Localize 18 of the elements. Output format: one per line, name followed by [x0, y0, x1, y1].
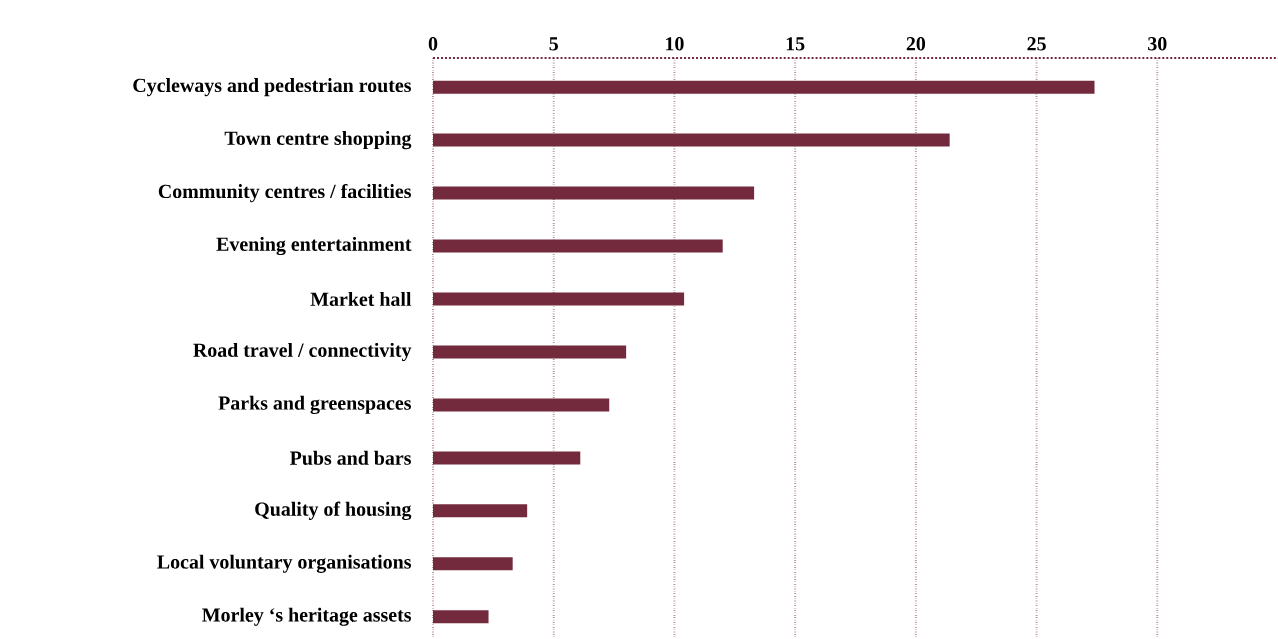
y-tick-label: Market hall [310, 291, 412, 306]
y-tick-label: Local voluntary organisations [157, 554, 411, 573]
y-tick-label: Evening entertainment [216, 236, 412, 256]
x-tick-label: 25 [1027, 37, 1046, 51]
x-tick-label: 5 [549, 37, 558, 51]
y-tick-label: Road travel / connectivity [193, 342, 412, 362]
y-tick-label: Cycleways and pedestrian routes [133, 78, 411, 97]
x-tick-label: 20 [906, 37, 926, 51]
x-tick-label: 30 [1148, 37, 1167, 51]
x-tick-label: 15 [786, 37, 805, 51]
y-tick-label: Pubs and bars [290, 450, 411, 465]
y-tick-label: Parks and greenspaces [218, 395, 411, 415]
y-tick-label: Town centre shopping [224, 130, 412, 150]
y-tick-label: Quality of housing [255, 501, 412, 521]
x-tick-label: 0 [428, 37, 438, 51]
y-tick-label: Morley ‘s heritage assets [202, 607, 412, 626]
y-tick-label: Community centres / facilities [158, 183, 411, 203]
x-tick-label: 10 [666, 37, 684, 51]
